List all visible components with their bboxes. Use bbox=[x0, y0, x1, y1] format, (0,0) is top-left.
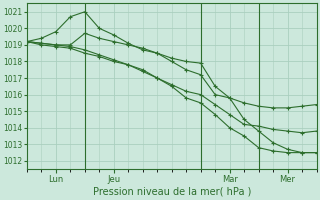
X-axis label: Pression niveau de la mer( hPa ): Pression niveau de la mer( hPa ) bbox=[92, 187, 251, 197]
